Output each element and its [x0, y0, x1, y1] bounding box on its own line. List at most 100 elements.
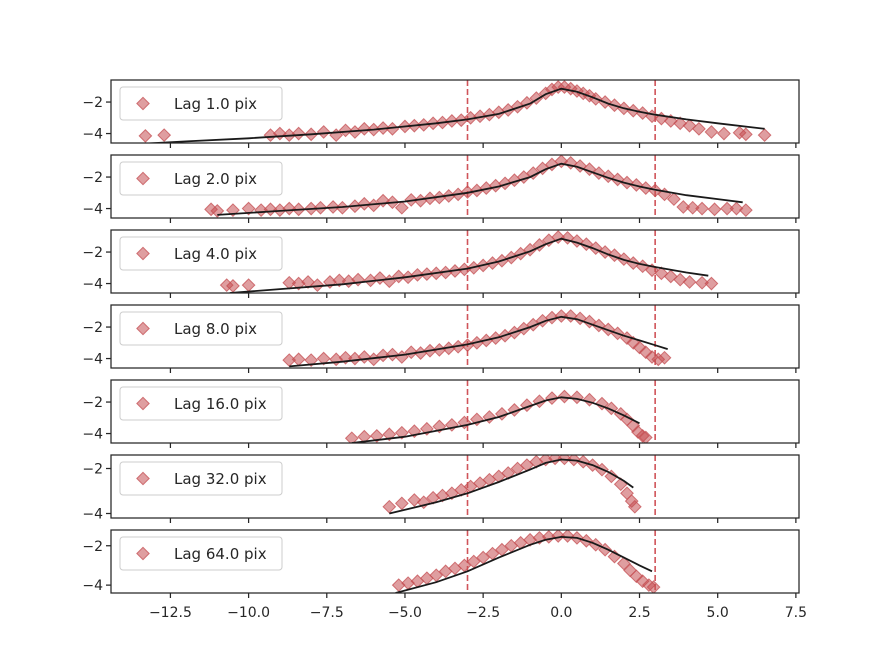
data-point [682, 275, 697, 289]
data-point [673, 272, 688, 287]
data-point [695, 275, 709, 290]
data-point [582, 392, 597, 407]
data-point [535, 161, 550, 176]
data-point [138, 129, 153, 143]
data-point [338, 123, 353, 138]
y-tick-label: −2 [82, 320, 103, 336]
data-points [391, 530, 661, 593]
data-point [551, 530, 566, 543]
panels-group: −2 −4 Lag 1.0 pix −2 −4 Lag 2.0 pix −2 −4 Lag 4.… [82, 79, 800, 598]
data-point [638, 430, 653, 443]
data-point [385, 347, 400, 362]
data-point [598, 245, 613, 259]
legend-marker-icon [136, 396, 150, 411]
data-point [607, 248, 622, 263]
legend-box [119, 461, 283, 496]
panel-2: −2 −4 Lag 2.0 pix [82, 154, 800, 223]
legend-marker-icon [136, 246, 150, 261]
y-tick-label: −2 [82, 539, 103, 555]
data-point [394, 496, 409, 511]
data-point [729, 201, 744, 216]
panel-1: −2 −4 Lag 1.0 pix [82, 79, 800, 148]
legend: Lag 4.0 pix [119, 236, 283, 271]
legend-label: Lag 8.0 pix [174, 320, 257, 338]
data-point [604, 469, 619, 484]
legend-marker-icon [136, 546, 150, 561]
y-tick-label: −4 [82, 427, 103, 443]
panel-4: −2 −4 Lag 8.0 pix [82, 304, 800, 373]
data-point [738, 203, 753, 218]
data-point [638, 345, 653, 360]
data-point [738, 127, 753, 142]
legend-label: Lag 64.0 pix [174, 545, 267, 563]
data-point [667, 192, 681, 207]
fit-line [217, 162, 743, 216]
data-points [344, 389, 653, 443]
legend: Lag 2.0 pix [119, 161, 283, 196]
data-point [626, 335, 641, 350]
y-tick-label: −2 [82, 462, 103, 478]
panel-frame [110, 229, 800, 294]
fit-line [389, 458, 634, 515]
fit-line [395, 535, 653, 593]
panel-frame [110, 79, 800, 144]
data-point [682, 118, 697, 133]
panel-frame [110, 379, 800, 444]
legend-label: Lag 1.0 pix [174, 95, 257, 113]
legend-box [119, 161, 283, 196]
legend-marker-icon [136, 321, 150, 336]
y-tick-label: −4 [82, 202, 103, 218]
data-point [616, 556, 631, 571]
data-point [357, 121, 372, 136]
data-point [394, 200, 409, 215]
data-points [382, 455, 642, 514]
data-point [241, 201, 256, 216]
data-point [632, 340, 647, 355]
panel-frame [110, 154, 800, 219]
data-point [582, 314, 597, 329]
legend: Lag 64.0 pix [119, 536, 283, 571]
legend-label: Lag 4.0 pix [174, 245, 257, 263]
legend-label: Lag 2.0 pix [174, 170, 257, 188]
y-tick-label: −4 [82, 277, 103, 293]
fit-line [142, 87, 765, 143]
legend: Lag 32.0 pix [119, 461, 283, 496]
legend-marker-icon [136, 171, 150, 186]
panel-frame [110, 529, 800, 594]
legend-marker-icon [136, 96, 150, 111]
legend-label: Lag 16.0 pix [174, 395, 267, 413]
x-tick-label: −2.5 [466, 605, 500, 621]
x-tick-label: 0.0 [550, 605, 572, 621]
legend-box [119, 386, 283, 421]
data-point [573, 311, 587, 326]
data-point [707, 202, 722, 217]
data-point [310, 278, 325, 293]
data-point [692, 121, 706, 136]
data-point [510, 99, 525, 114]
data-point [304, 353, 319, 368]
data-point [560, 530, 575, 543]
data-point [316, 125, 331, 139]
data-point [695, 201, 709, 216]
data-point [526, 166, 541, 181]
legend-box [119, 236, 283, 271]
data-point [573, 159, 587, 173]
data-point [344, 431, 359, 443]
legend-box [119, 86, 283, 121]
data-point [557, 389, 572, 404]
panel-frame [110, 454, 800, 519]
panel-5: −2 −4 Lag 16.0 pix [82, 379, 800, 448]
data-point [357, 196, 372, 211]
y-tick-label: −4 [82, 352, 103, 368]
fit-line [351, 396, 640, 443]
x-tick-label: −12.5 [149, 605, 192, 621]
data-point [404, 345, 419, 360]
data-point [757, 128, 772, 143]
data-point [282, 201, 297, 216]
legend-label: Lag 32.0 pix [174, 470, 267, 488]
data-point [551, 230, 566, 244]
y-tick-label: −2 [82, 395, 103, 411]
data-point [704, 125, 719, 139]
panel-7: −2 −4 Lag 64.0 pix [82, 529, 800, 598]
